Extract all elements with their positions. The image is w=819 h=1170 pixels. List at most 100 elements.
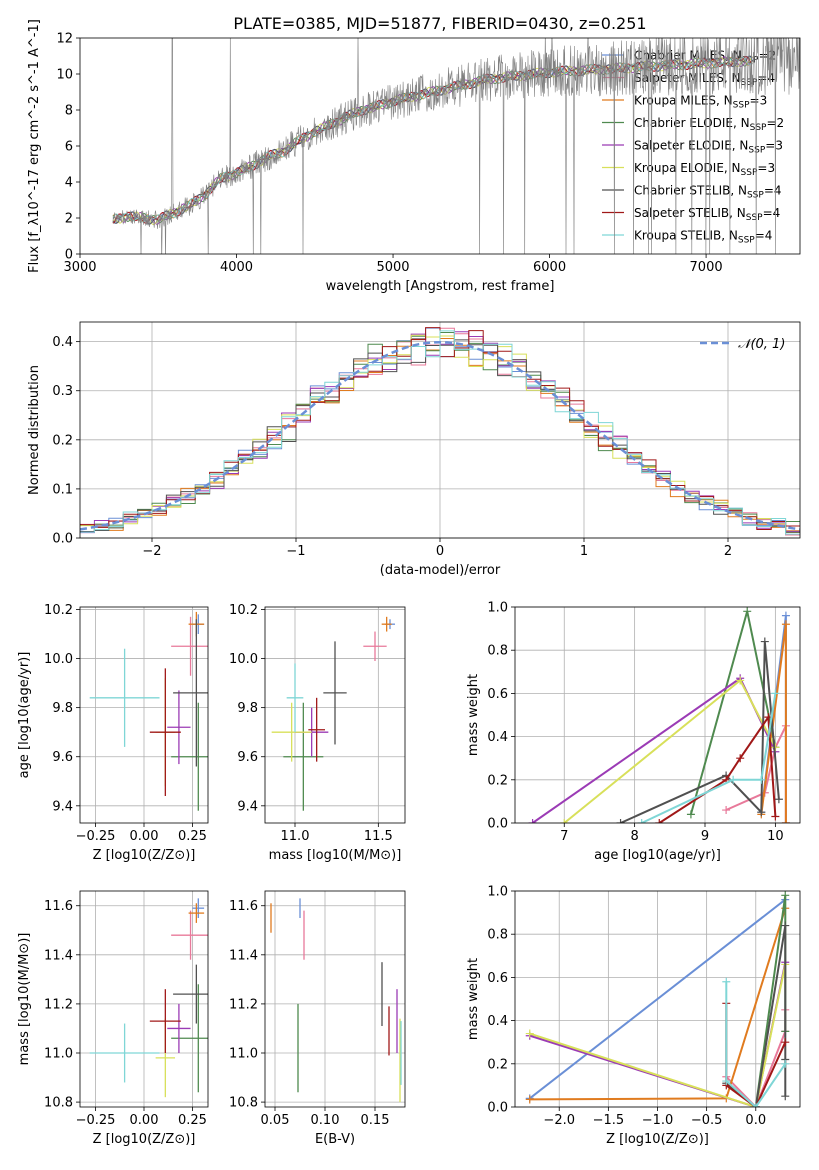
legend-entry-kroupa-stelib: Kroupa STELIB, NSSP=4 bbox=[602, 229, 772, 246]
weight-marker bbox=[722, 977, 731, 986]
y-tick-label: 0.2 bbox=[487, 773, 508, 788]
gaussian-curve bbox=[80, 340, 800, 531]
y-tick-label: 11.6 bbox=[44, 899, 73, 914]
errorbar-salpeter-stelib bbox=[308, 697, 325, 762]
y-tick-label: 0.8 bbox=[487, 928, 508, 943]
weight-marker bbox=[525, 1029, 534, 1038]
x-tick-label: 11.5 bbox=[364, 829, 393, 844]
x-axis-label: wavelength [Angstrom, rest frame] bbox=[326, 279, 555, 294]
x-tick-label: 7000 bbox=[690, 260, 723, 275]
legend-entry-salpeter-stelib: Salpeter STELIB, NSSP=4 bbox=[602, 206, 780, 223]
weight-line bbox=[641, 693, 777, 823]
y-tick-label: 10.8 bbox=[229, 1096, 258, 1111]
y-tick-label: 9.4 bbox=[237, 799, 258, 814]
weight-series-kroupa-stelib bbox=[637, 689, 780, 823]
weight-marker bbox=[774, 795, 783, 804]
weight-line bbox=[725, 981, 787, 1107]
legend-entry-salpeter-elodie: Salpeter ELODIE, NSSP=3 bbox=[602, 139, 783, 156]
y-tick-label: 0.0 bbox=[52, 532, 73, 547]
x-tick-label: 0.25 bbox=[178, 1113, 207, 1128]
plot-area bbox=[271, 616, 395, 811]
y-tick-label: 11.2 bbox=[229, 997, 258, 1012]
weight-marker bbox=[637, 819, 646, 823]
x-tick-label: −0.25 bbox=[76, 1113, 116, 1128]
weight-marker bbox=[760, 637, 769, 646]
weight-marker bbox=[616, 819, 625, 823]
x-tick-label: 9 bbox=[701, 829, 709, 844]
x-axis-label: age [log10(age/yr)] bbox=[594, 848, 721, 863]
weight-marker bbox=[722, 1077, 731, 1086]
gaussian-legend-label: 𝒩(0, 1) bbox=[738, 337, 785, 352]
errorbar-salpeter-elodie bbox=[167, 690, 191, 765]
errorbar-kroupa-miles bbox=[381, 616, 392, 632]
y-tick-label: 0.4 bbox=[487, 1014, 508, 1029]
errorbar-chabrier-elodie bbox=[171, 702, 208, 811]
weight-line bbox=[529, 898, 786, 1100]
x-tick-label: 3000 bbox=[63, 260, 96, 275]
y-axis-label: Flux [f_λ10^-17 erg cm^-2 s^-1 A^-1] bbox=[27, 19, 42, 273]
y-tick-label: 1.0 bbox=[487, 885, 508, 900]
y-tick-label: 0.4 bbox=[52, 335, 73, 350]
x-tick-label: 0.05 bbox=[261, 1113, 290, 1128]
y-tick-label: 11.4 bbox=[44, 948, 73, 963]
weight-vs-age-panel: 7 8 9 10 0.0 0.2 0.4 0.6 0.8 1.0 age [log10(age/yr… bbox=[466, 601, 801, 863]
weight-marker bbox=[655, 819, 664, 823]
plot-area bbox=[80, 327, 800, 536]
residuals-panel: −2 −1 0 1 2 0.0 0.1 0.2 0.3 0.4 (data-model)/error… bbox=[27, 321, 801, 578]
y-tick-label: 9.8 bbox=[237, 701, 258, 716]
errorbar-kroupa-miles bbox=[188, 903, 205, 923]
plot-area bbox=[270, 898, 402, 1103]
x-axis-label: Z [log10(Z/Z⊙)] bbox=[606, 1132, 709, 1147]
errorbar-salpeter-miles bbox=[171, 616, 208, 676]
x-tick-label: 2 bbox=[724, 544, 732, 559]
x-tick-label: 0.00 bbox=[130, 829, 159, 844]
weight-marker bbox=[781, 1092, 790, 1101]
y-tick-label: 10.0 bbox=[44, 652, 73, 667]
y-tick-label: 6 bbox=[65, 140, 73, 155]
y-tick-label: 8 bbox=[65, 104, 73, 119]
x-axis-label: mass [log10(M/M⊙)] bbox=[269, 848, 402, 863]
x-axis-label: Z [log10(Z/Z⊙)] bbox=[93, 1132, 196, 1147]
weight-vs-metallicity-panel: −2.0 −1.5 −1.0 −0.5 0.0 0.0 0.2 0.4 0.6 0.8 1.0 Z [… bbox=[466, 885, 801, 1147]
plot-area bbox=[112, 38, 800, 254]
y-tick-label: 0 bbox=[65, 248, 73, 263]
errorbar-salpeter-miles bbox=[363, 631, 387, 661]
weight-marker bbox=[771, 812, 780, 821]
errorbar-salpeter-miles bbox=[171, 910, 208, 960]
errorbar-salpeter-elodie bbox=[167, 1003, 191, 1053]
y-tick-label: 4 bbox=[65, 176, 73, 191]
y-tick-label: 0.3 bbox=[52, 384, 73, 399]
weight-marker bbox=[757, 808, 766, 817]
x-tick-label: 10 bbox=[767, 829, 784, 844]
y-tick-label: 0.1 bbox=[52, 482, 73, 497]
y-axis-label: age [log10(age/yr)] bbox=[17, 652, 32, 779]
x-tick-label: −1.0 bbox=[642, 1113, 674, 1128]
y-tick-label: 9.4 bbox=[52, 799, 73, 814]
y-axis-label: mass [log10(M/M⊙)] bbox=[17, 933, 32, 1066]
plot-area bbox=[528, 607, 790, 823]
y-tick-label: 0.6 bbox=[487, 971, 508, 986]
y-tick-label: 11.0 bbox=[229, 1047, 258, 1062]
weight-marker bbox=[781, 611, 790, 620]
y-tick-label: 2 bbox=[65, 212, 73, 227]
errorbar-kroupa-stelib bbox=[89, 648, 160, 747]
figure-title: PLATE=0385, MJD=51877, FIBERID=0430, z=0… bbox=[233, 14, 646, 33]
legend-entry-kroupa-elodie: Kroupa ELODIE, NSSP=3 bbox=[602, 161, 775, 178]
axes-frame bbox=[514, 606, 801, 824]
x-tick-label: 0.00 bbox=[130, 1113, 159, 1128]
y-axis-label: mass weight bbox=[466, 674, 481, 756]
errorbar-kroupa-stelib bbox=[89, 1023, 160, 1083]
x-tick-label: −2.0 bbox=[543, 1113, 575, 1128]
weight-marker bbox=[781, 921, 790, 930]
axes-frame bbox=[264, 890, 406, 1108]
plot-area bbox=[525, 891, 790, 1107]
y-axis-label: Normed distribution bbox=[27, 365, 42, 495]
y-tick-label: 10.2 bbox=[229, 603, 258, 618]
errorbar-kroupa-elodie bbox=[271, 702, 312, 762]
y-tick-label: 0.0 bbox=[487, 1101, 508, 1116]
y-tick-label: 9.6 bbox=[237, 750, 258, 765]
x-tick-label: 11.0 bbox=[281, 829, 310, 844]
legend-label: Salpeter ELODIE, NSSP=3 bbox=[634, 139, 783, 156]
x-tick-label: 0 bbox=[436, 544, 444, 559]
